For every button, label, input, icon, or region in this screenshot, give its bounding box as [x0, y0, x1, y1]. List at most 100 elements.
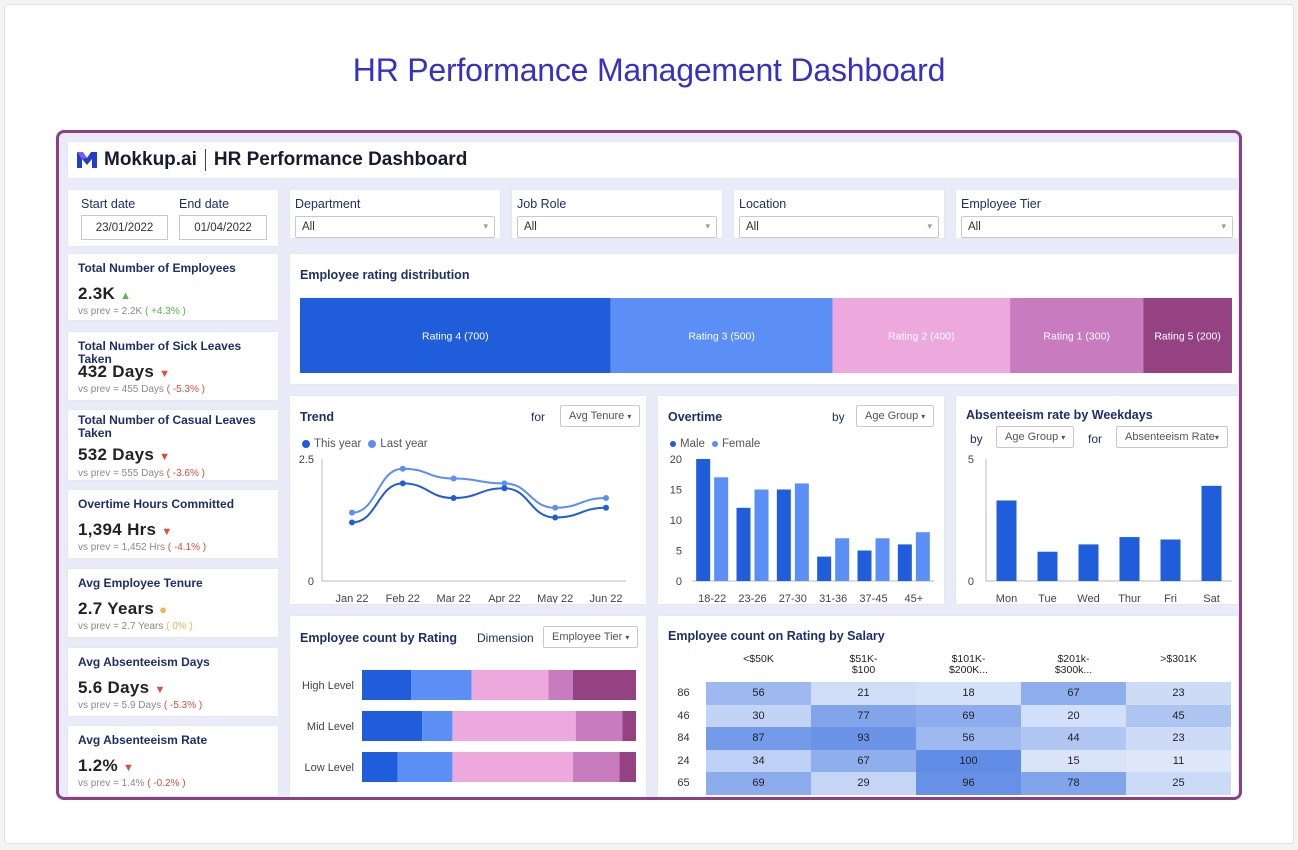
job-role-select[interactable]: All ▾: [517, 216, 717, 238]
data-point: [552, 504, 559, 511]
stacked-segment: [362, 752, 398, 782]
kpi-card-employees: Total Number of Employees 2.3K ▲ vs prev…: [67, 253, 279, 321]
x-tick-label: Mon: [996, 593, 1017, 603]
card-title: Employee count by Rating: [300, 631, 457, 645]
legend-last-year: Last year: [380, 438, 428, 450]
heatmap-row-label: 86: [677, 687, 690, 700]
start-date-input[interactable]: 23/01/2022: [81, 215, 168, 240]
heatmap-cell: 78: [1021, 772, 1126, 795]
dashboard-title: HR Performance Dashboard: [213, 149, 468, 170]
chevron-down-icon: ▾: [627, 411, 632, 421]
kpi-card-sick-leaves: Total Number of Sick Leaves Taken 432 Da…: [67, 331, 279, 401]
heatmap-column-label: $51K- $100: [849, 653, 878, 676]
filter-label: Employee Tier: [961, 197, 1041, 211]
x-tick-label: 27-30: [779, 593, 807, 603]
x-tick-label: 23-26: [738, 593, 766, 603]
for-label: for: [1088, 432, 1103, 446]
dimension-dropdown[interactable]: Employee Tier ▾: [543, 626, 639, 648]
heatmap-cell: 96: [916, 772, 1021, 795]
kpi-compare: vs prev = 555 Days ( -3.6% ): [78, 468, 205, 479]
x-tick-label: Fri: [1164, 593, 1177, 603]
kpi-compare: vs prev = 1,452 Hrs ( -4.1% ): [78, 542, 207, 553]
x-tick-label: Wed: [1077, 593, 1099, 603]
absenteeism-metric-dropdown[interactable]: Absenteeism Rate ▾: [1116, 426, 1228, 448]
kpi-title: Total Number of Casual Leaves Taken: [78, 413, 256, 440]
y-tick-label: 0: [676, 576, 682, 588]
heatmap-cell: 23: [1126, 727, 1231, 750]
rating-segment: [300, 298, 611, 373]
kpi-card-casual-leaves: Total Number of Casual Leaves Taken 532 …: [67, 409, 279, 481]
kpi-value: 432 Days ▼: [78, 362, 171, 381]
data-point: [603, 495, 609, 502]
absenteeism-bar-chart: 0 5 Mon Tue Wed Thur Fri Sat: [968, 454, 1232, 603]
kpi-title: Avg Employee Tenure: [78, 576, 203, 590]
start-date-label: Start date: [81, 197, 136, 211]
data-point: [349, 509, 355, 516]
kpi-compare: vs prev = 455 Days ( -5.3% ): [78, 384, 205, 395]
stacked-segment: [397, 752, 453, 782]
filter-label: Location: [739, 197, 787, 211]
overtime-bar-chart: 0 5 10 15 20 18-22 23-26 27-30 31-36 37-45 45+: [670, 454, 934, 603]
end-date-input[interactable]: 01/04/2022: [179, 215, 267, 240]
heatmap-column-label: $201k- $300k...: [1054, 653, 1093, 676]
heatmap-table: 86 56 21 18 67 23 46 30 77 69 20 45 84 87 93 56 44 23 24 34…: [661, 682, 1231, 795]
rating-segment-label: Rating 1 (300): [1043, 331, 1110, 343]
filter-employee-tier: Employee Tier All ▾: [955, 189, 1239, 239]
card-title: Employee count on Rating by Salary: [668, 629, 885, 643]
chevron-down-icon: ▾: [483, 221, 488, 231]
kpi-compare: vs prev = 5.9 Days ( -5.3% ): [78, 700, 203, 711]
stacked-segment: [572, 670, 636, 700]
bar: [1201, 485, 1222, 581]
kpi-value: 1,394 Hrs ▼: [78, 520, 173, 539]
neutral-dot-icon: ●: [159, 602, 168, 617]
stacked-segment: [575, 711, 623, 741]
kpi-delta: ( -5.3% ): [166, 384, 205, 395]
x-tick-label: Jan 22: [335, 593, 368, 603]
bar: [996, 500, 1017, 581]
x-tick-label: May 22: [537, 593, 573, 603]
legend-dot-male: [670, 441, 676, 447]
heatmap-cell: 69: [916, 704, 1021, 727]
absenteeism-group-dropdown[interactable]: Age Group ▾: [996, 426, 1075, 448]
rating-segment: [1143, 298, 1232, 373]
kpi-card-tenure: Avg Employee Tenure 2.7 Years ● vs prev …: [67, 568, 279, 638]
filter-job-role: Job Role All ▾: [511, 189, 723, 239]
end-date-label: End date: [179, 197, 230, 211]
heatmap-cell: 29: [811, 772, 916, 795]
kpi-title: Avg Absenteeism Rate: [78, 733, 208, 747]
filter-label: Job Role: [517, 197, 567, 211]
brand-name: Mokkup.ai: [104, 149, 197, 170]
dashboard-header: Mokkup.ai HR Performance Dashboard: [67, 141, 1239, 179]
legend-female: Female: [721, 438, 761, 450]
department-select[interactable]: All ▾: [295, 216, 495, 238]
employee-tier-select[interactable]: All ▾: [961, 216, 1233, 238]
select-value: All: [524, 221, 537, 233]
triangle-down-icon: ▼: [161, 526, 173, 538]
heatmap-row-label: 65: [677, 777, 690, 790]
overtime-card: Overtime by Age Group ▾ Male Female 0 5 10…: [657, 395, 945, 605]
heatmap-cell: 69: [706, 772, 811, 795]
stacked-segment: [622, 711, 636, 741]
trend-metric-dropdown[interactable]: Avg Tenure ▾: [560, 405, 641, 427]
kpi-title: Avg Absenteeism Days: [78, 655, 210, 669]
rating-distribution-card: Employee rating distribution Rating 4 (7…: [289, 253, 1239, 385]
heatmap-cell: 18: [916, 682, 1021, 705]
heatmap-row: 86 56 21 18 67 23: [661, 682, 1231, 705]
select-value: All: [302, 221, 315, 233]
heatmap-column-label: <$50K: [743, 653, 774, 665]
kpi-delta: ( -5.3% ): [163, 700, 203, 711]
kpi-delta: ( 0% ): [166, 621, 193, 632]
card-title: Employee rating distribution: [300, 268, 470, 282]
location-select[interactable]: All ▾: [739, 216, 939, 238]
kpi-delta: ( -0.2% ): [147, 778, 186, 789]
overtime-group-dropdown[interactable]: Age Group ▾: [856, 405, 935, 427]
x-tick-label: Feb 22: [386, 593, 420, 603]
data-point: [450, 495, 457, 502]
chevron-down-icon: ▾: [625, 632, 630, 642]
series-line: [351, 482, 607, 524]
x-tick-label: Jun 22: [589, 593, 622, 603]
bar: [736, 507, 751, 581]
y-tick-label: 5: [968, 454, 974, 466]
heatmap-header: <$50K $51K- $100 $101K- $200K... $201k- $30…: [706, 654, 1231, 680]
heatmap-cell: 87: [706, 727, 811, 750]
